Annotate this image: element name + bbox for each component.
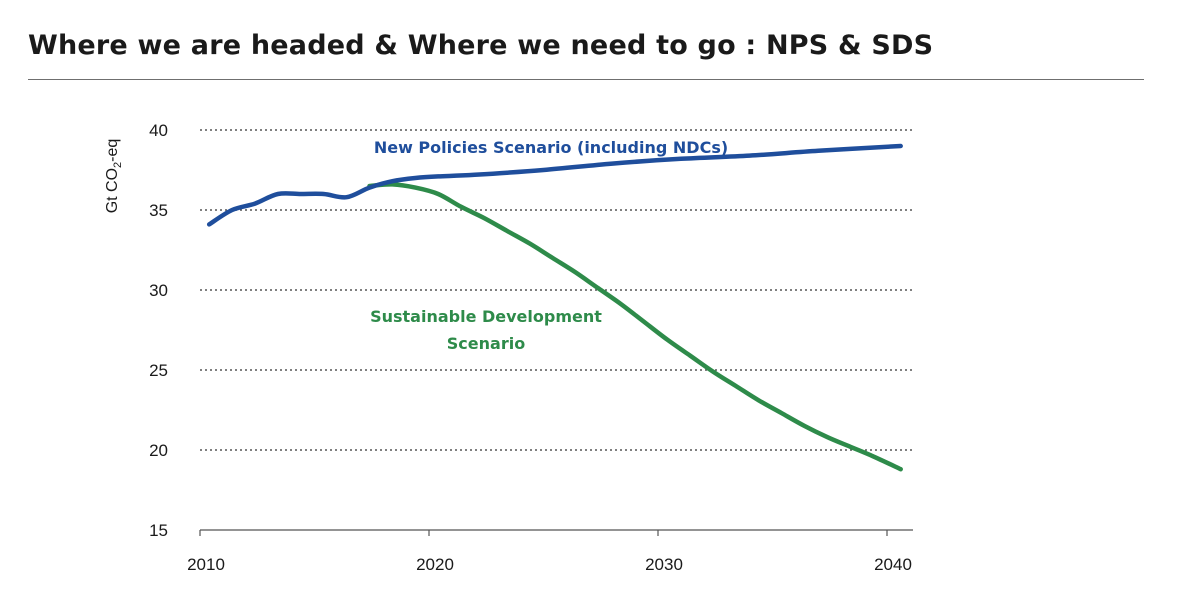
sustainable-development-scenario-label: Sustainable Development Scenario bbox=[370, 307, 602, 353]
y-tick-label-15: 15 bbox=[149, 521, 168, 540]
new-policies-scenario-label: New Policies Scenario (including NDCs) bbox=[374, 138, 728, 157]
gridlines bbox=[200, 129, 913, 451]
sustainable-development-scenario-label-line: Sustainable Development bbox=[370, 307, 602, 326]
y-axis-title: Gt CO2-eq bbox=[104, 139, 124, 214]
sustainable-development-scenario-line bbox=[367, 182, 903, 472]
new-policies-scenario-label-line: New Policies Scenario (including NDCs) bbox=[374, 138, 728, 157]
y-axis-title-prefix: Gt CO bbox=[104, 168, 121, 213]
sustainable-development-scenario-label-line: Scenario bbox=[447, 334, 525, 353]
y-tick-label-35: 35 bbox=[149, 201, 168, 220]
series-lines bbox=[206, 143, 903, 472]
x-tick-label-2010: 2010 bbox=[187, 555, 225, 574]
x-tick-label-2030: 2030 bbox=[645, 555, 683, 574]
title-divider bbox=[28, 79, 1144, 80]
y-tick-label-40: 40 bbox=[149, 121, 168, 140]
x-tick-label-2020: 2020 bbox=[416, 555, 454, 574]
x-tick-label-2040: 2040 bbox=[874, 555, 912, 574]
slide-title: Where we are headed & Where we need to g… bbox=[28, 30, 934, 61]
y-axis-title-suffix: -eq bbox=[104, 139, 121, 162]
x-axis-tick-labels: 2010 2020 2030 2040 bbox=[187, 555, 912, 574]
y-tick-label-25: 25 bbox=[149, 361, 168, 380]
y-tick-label-20: 20 bbox=[149, 441, 168, 460]
y-axis-tick-labels: 15 20 25 30 35 40 bbox=[149, 121, 168, 540]
y-axis-title-subscript: 2 bbox=[112, 162, 124, 168]
series-labels: New Policies Scenario (including NDCs) Su… bbox=[370, 138, 728, 353]
new-policies-scenario-line bbox=[206, 143, 903, 227]
x-axis bbox=[199, 529, 913, 536]
y-tick-label-30: 30 bbox=[149, 281, 168, 300]
